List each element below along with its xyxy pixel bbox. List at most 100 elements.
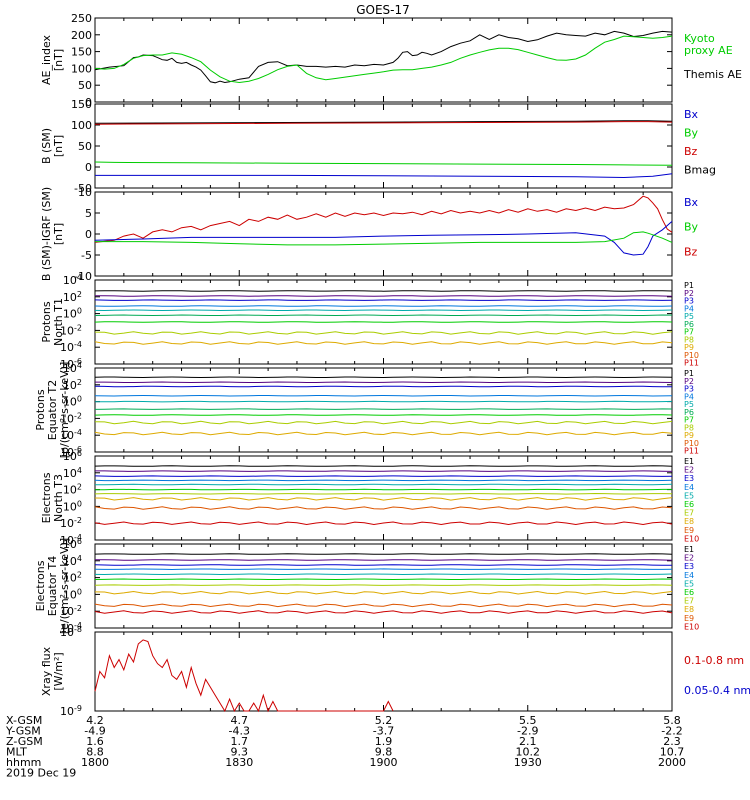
legend-e5: E5 <box>684 579 694 588</box>
legend-p4: P4 <box>684 304 694 313</box>
y-tick-label: 250 <box>71 12 92 25</box>
legend-e5: E5 <box>684 491 694 500</box>
y-tick-label: -10 <box>74 270 92 283</box>
y-tick-label: 102 <box>63 378 82 392</box>
y-tick-label: 10-8 <box>60 625 82 639</box>
legend-p2: P2 <box>684 377 694 386</box>
legend-by: By <box>684 221 699 234</box>
y-tick-label: 10-2 <box>60 604 82 618</box>
channel-line-e5 <box>95 483 673 486</box>
y-tick-label: 104 <box>63 466 82 480</box>
legend-e8: E8 <box>684 605 694 614</box>
ephemeris-value: 5.2 <box>375 714 393 727</box>
channel-line-e9 <box>94 506 673 510</box>
series-line-kyoto-proxy-ae <box>94 35 673 84</box>
legend-e9: E9 <box>684 526 694 535</box>
series-line-by <box>95 231 673 246</box>
channel-line-e2 <box>95 559 673 561</box>
legend-e6: E6 <box>684 588 694 597</box>
legend-p8: P8 <box>684 423 694 432</box>
channel-line-p8 <box>94 420 673 425</box>
panel-frame <box>94 17 673 103</box>
legend-p6: P6 <box>684 320 694 329</box>
panel-2: -50 0 50 100 150 B (SM)[nT] Bx By Bz Bmag <box>40 98 716 195</box>
legend-e9: E9 <box>684 614 694 623</box>
y-tick-label: 106 <box>63 449 82 463</box>
y-tick-label: 104 <box>63 273 82 287</box>
legend-p5: P5 <box>684 312 694 321</box>
ephemeris-row-label: X-GSM <box>6 714 42 727</box>
ephemeris-value: 10.7 <box>660 746 685 759</box>
channel-line-e6 <box>94 578 673 581</box>
legend-e7: E7 <box>684 509 694 518</box>
legend-0-05-0-4-nm: 0.05-0.4 nm <box>684 684 750 697</box>
legend-bz: Bz <box>684 145 698 158</box>
y-tick-label: 150 <box>71 46 92 59</box>
panel-frame <box>94 367 673 453</box>
y-tick-label: 10-2 <box>60 516 82 530</box>
ephemeris-value: 4.7 <box>231 714 249 727</box>
channel-line-p3 <box>94 385 672 388</box>
y-tick-label: 50 <box>78 79 92 92</box>
channel-line-e1 <box>94 465 673 467</box>
ephemeris-value: 1900 <box>370 756 398 769</box>
series-line-bz <box>94 121 673 125</box>
y-tick-label: 10-4 <box>60 621 82 635</box>
channel-line-p5 <box>95 400 673 403</box>
series-line-by <box>94 161 673 166</box>
ephemeris-table: X-GSM 4.2 4.7 5.2 5.5 5.8 Y-GSM -4.9 -4.3 -3.7 -2.… <box>5 714 686 780</box>
y-tick-label: 104 <box>63 361 82 375</box>
channel-line-e2 <box>95 470 673 472</box>
channel-line-e10 <box>94 610 673 614</box>
legend-p10: P10 <box>684 439 699 448</box>
ephemeris-value: 2000 <box>658 756 686 769</box>
legend-p7: P7 <box>684 416 694 425</box>
y-tick-label: 10-2 <box>60 323 82 337</box>
y-tick-label: 106 <box>63 537 82 551</box>
legend-bx: Bx <box>684 108 699 121</box>
y-axis-label: ProtonsNorth T1 <box>40 298 65 346</box>
y-tick-label: 100 <box>63 395 82 409</box>
ephemeris-value: -2.9 <box>517 725 538 738</box>
channel-line-p7 <box>94 321 673 323</box>
ephemeris-value: -4.3 <box>229 725 250 738</box>
y-tick-label: 50 <box>78 140 92 153</box>
legend-p5: P5 <box>684 400 694 409</box>
legend-bmag: Bmag <box>684 164 716 177</box>
legend-p1: P1 <box>684 369 694 378</box>
y-tick-label: 100 <box>63 307 82 321</box>
ephemeris-value: 10.2 <box>516 746 541 759</box>
legend-p11: P11 <box>684 447 699 456</box>
ephemeris-row-label: Z-GSM <box>6 735 43 748</box>
ephemeris-value: -4.9 <box>84 725 105 738</box>
channel-line-e5 <box>94 573 673 576</box>
channel-line-p2 <box>95 295 673 297</box>
panel-4: 104 102 100 10-2 10-4 10-6 ProtonsNorth T1 P1P2… <box>40 273 699 371</box>
channel-line-e9 <box>94 603 673 608</box>
y-tick-label: 102 <box>63 571 82 585</box>
panel-1: 0 50 100 150 200 250 AE_index[nT] Kyoto proxy AE… <box>40 12 742 109</box>
legend-e1: E1 <box>684 457 694 466</box>
ephemeris-value: 9.3 <box>231 746 249 759</box>
channel-line-p3 <box>94 299 673 301</box>
panel-frame <box>94 543 673 629</box>
channel-line-p1 <box>94 376 673 379</box>
legend-p3: P3 <box>684 297 694 306</box>
panel-3: -10 -5 0 5 10 B (SM)-IGRF (SM)[nT] Bx By Bz <box>40 186 699 283</box>
series-line-bmag <box>94 120 673 124</box>
legend-p8: P8 <box>684 335 694 344</box>
channel-line-p6 <box>94 408 673 410</box>
y-tick-label: 5 <box>85 207 92 220</box>
series-line-0-1-0-8-nm <box>94 639 394 713</box>
y-axis-label: AE_index[nT] <box>40 34 65 85</box>
legend-e1: E1 <box>684 545 694 554</box>
channel-line-e7 <box>94 492 673 495</box>
legend-e6: E6 <box>684 500 694 509</box>
y-axis-label: Xray flux[W/m²] <box>40 646 65 696</box>
y-tick-label: 100 <box>63 587 82 601</box>
panel-8: 10-8 10-9 Xray flux[W/m²] 0.1-0.8 nm 0.05-0.… <box>40 625 750 718</box>
legend-themis-ae: Themis AE <box>683 68 742 81</box>
legend-by: By <box>684 127 699 140</box>
legend-bx: Bx <box>684 196 699 209</box>
